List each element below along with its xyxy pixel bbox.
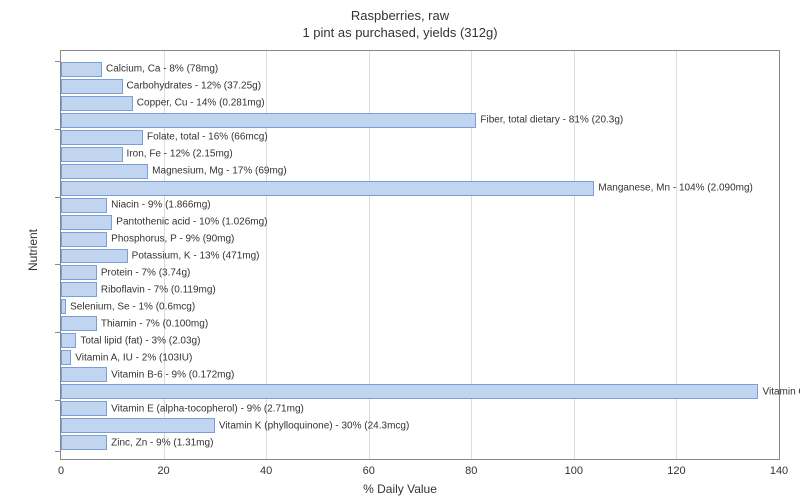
bar-label: Iron, Fe - 12% (2.15mg) <box>123 149 233 160</box>
bar-row: Selenium, Se - 1% (0.6mcg) <box>61 298 779 315</box>
bar-row: Vitamin E (alpha-tocopherol) - 9% (2.71m… <box>61 400 779 417</box>
nutrient-bar <box>61 113 476 128</box>
nutrient-bar <box>61 181 594 196</box>
x-tick-label: 20 <box>157 465 169 477</box>
nutrient-bar <box>61 282 97 297</box>
bar-row: Total lipid (fat) - 3% (2.03g) <box>61 332 779 349</box>
bar-label: Folate, total - 16% (66mcg) <box>143 132 268 143</box>
y-tick <box>55 332 60 333</box>
bar-label: Carbohydrates - 12% (37.25g) <box>123 81 262 92</box>
x-tick-label: 100 <box>565 465 583 477</box>
bar-row: Vitamin C, total ascorbic acid - 136% (8… <box>61 383 779 400</box>
nutrient-bar <box>61 333 76 348</box>
bar-row: Potassium, K - 13% (471mg) <box>61 248 779 265</box>
title-line-1: Raspberries, raw <box>0 8 800 25</box>
bar-label: Niacin - 9% (1.866mg) <box>107 200 210 211</box>
bar-row: Fiber, total dietary - 81% (20.3g) <box>61 112 779 129</box>
nutrient-bar <box>61 96 133 111</box>
y-tick <box>55 61 60 62</box>
nutrient-bar <box>61 232 107 247</box>
nutrient-chart: Raspberries, raw 1 pint as purchased, yi… <box>0 0 800 500</box>
bar-row: Thiamin - 7% (0.100mg) <box>61 315 779 332</box>
bar-row: Copper, Cu - 14% (0.281mg) <box>61 95 779 112</box>
x-tick-label: 80 <box>465 465 477 477</box>
chart-title: Raspberries, raw 1 pint as purchased, yi… <box>0 0 800 42</box>
bar-label: Thiamin - 7% (0.100mg) <box>97 318 208 329</box>
bar-row: Calcium, Ca - 8% (78mg) <box>61 61 779 78</box>
bar-row: Vitamin B-6 - 9% (0.172mg) <box>61 366 779 383</box>
y-tick <box>55 451 60 452</box>
bar-row: Niacin - 9% (1.866mg) <box>61 197 779 214</box>
bar-row: Vitamin K (phylloquinone) - 30% (24.3mcg… <box>61 417 779 434</box>
x-tick-label: 140 <box>770 465 788 477</box>
bar-row: Pantothenic acid - 10% (1.026mg) <box>61 214 779 231</box>
bar-label: Fiber, total dietary - 81% (20.3g) <box>476 115 623 126</box>
title-line-2: 1 pint as purchased, yields (312g) <box>0 25 800 42</box>
bar-label: Copper, Cu - 14% (0.281mg) <box>133 98 265 109</box>
bar-label: Total lipid (fat) - 3% (2.03g) <box>76 335 200 346</box>
bar-label: Phosphorus, P - 9% (90mg) <box>107 234 234 245</box>
x-axis-label: % Daily Value <box>363 482 437 496</box>
nutrient-bar <box>61 367 107 382</box>
bar-row: Magnesium, Mg - 17% (69mg) <box>61 163 779 180</box>
bar-row: Vitamin A, IU - 2% (103IU) <box>61 349 779 366</box>
bar-row: Zinc, Zn - 9% (1.31mg) <box>61 434 779 451</box>
bar-label: Magnesium, Mg - 17% (69mg) <box>148 166 287 177</box>
bar-label: Vitamin C, total ascorbic acid - 136% (8… <box>758 386 800 397</box>
bar-row: Manganese, Mn - 104% (2.090mg) <box>61 180 779 197</box>
bar-label: Calcium, Ca - 8% (78mg) <box>102 64 218 75</box>
nutrient-bar <box>61 401 107 416</box>
y-tick <box>55 264 60 265</box>
y-tick <box>55 129 60 130</box>
bar-label: Vitamin E (alpha-tocopherol) - 9% (2.71m… <box>107 403 304 414</box>
y-tick <box>55 197 60 198</box>
nutrient-bar <box>61 418 215 433</box>
bar-row: Phosphorus, P - 9% (90mg) <box>61 231 779 248</box>
bar-label: Vitamin K (phylloquinone) - 30% (24.3mcg… <box>215 420 409 431</box>
nutrient-bar <box>61 435 107 450</box>
bar-label: Zinc, Zn - 9% (1.31mg) <box>107 437 213 448</box>
nutrient-bar <box>61 249 128 264</box>
nutrient-bar <box>61 79 123 94</box>
y-tick <box>55 400 60 401</box>
bar-label: Pantothenic acid - 10% (1.026mg) <box>112 217 267 228</box>
nutrient-bar <box>61 147 123 162</box>
x-tick-label: 60 <box>363 465 375 477</box>
nutrient-bar <box>61 350 71 365</box>
bar-row: Riboflavin - 7% (0.119mg) <box>61 281 779 298</box>
bar-label: Riboflavin - 7% (0.119mg) <box>97 284 216 295</box>
plot-area: 020406080100120140Calcium, Ca - 8% (78mg… <box>60 50 780 460</box>
x-tick-label: 0 <box>58 465 64 477</box>
nutrient-bar <box>61 215 112 230</box>
nutrient-bar <box>61 265 97 280</box>
bar-label: Vitamin B-6 - 9% (0.172mg) <box>107 369 234 380</box>
bar-row: Folate, total - 16% (66mcg) <box>61 129 779 146</box>
bar-row: Protein - 7% (3.74g) <box>61 264 779 281</box>
bar-label: Manganese, Mn - 104% (2.090mg) <box>594 183 753 194</box>
bar-row: Carbohydrates - 12% (37.25g) <box>61 78 779 95</box>
bar-row: Iron, Fe - 12% (2.15mg) <box>61 146 779 163</box>
bar-label: Protein - 7% (3.74g) <box>97 267 191 278</box>
bar-label: Potassium, K - 13% (471mg) <box>128 250 260 261</box>
bar-label: Vitamin A, IU - 2% (103IU) <box>71 352 192 363</box>
x-tick-label: 40 <box>260 465 272 477</box>
nutrient-bar <box>61 130 143 145</box>
bar-label: Selenium, Se - 1% (0.6mcg) <box>66 301 195 312</box>
nutrient-bar <box>61 384 758 399</box>
nutrient-bar <box>61 198 107 213</box>
y-axis-label: Nutrient <box>26 229 40 271</box>
nutrient-bar <box>61 164 148 179</box>
x-tick-label: 120 <box>667 465 685 477</box>
nutrient-bar <box>61 62 102 77</box>
nutrient-bar <box>61 316 97 331</box>
